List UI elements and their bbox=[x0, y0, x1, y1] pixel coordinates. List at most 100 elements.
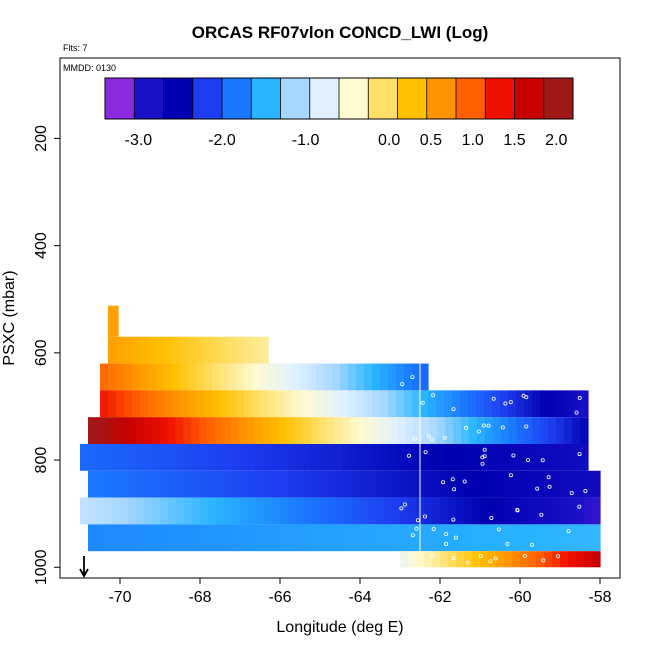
heat-cell bbox=[191, 417, 200, 444]
x-tick-label: -66 bbox=[268, 589, 291, 606]
heat-cell bbox=[284, 390, 293, 418]
heat-cell bbox=[104, 524, 113, 552]
heat-cell bbox=[252, 363, 261, 391]
heat-cell bbox=[316, 363, 325, 391]
heat-cell bbox=[216, 524, 225, 552]
heat-cell bbox=[310, 443, 319, 471]
heat-cell bbox=[500, 417, 510, 444]
heat-cell bbox=[320, 524, 329, 552]
heat-cell bbox=[152, 470, 161, 498]
heat-cell bbox=[389, 417, 399, 444]
heat-cell bbox=[167, 443, 176, 471]
heat-cell bbox=[248, 497, 257, 525]
heat-cell bbox=[207, 417, 216, 444]
obs-point bbox=[539, 512, 544, 517]
heat-cell bbox=[340, 390, 349, 418]
heat-cell bbox=[88, 497, 97, 525]
heat-cell bbox=[468, 417, 478, 444]
colorbar-tick-label: -1.0 bbox=[292, 132, 320, 149]
heat-cell bbox=[424, 497, 433, 525]
heat-cell bbox=[200, 470, 209, 498]
heat-cell bbox=[484, 417, 494, 444]
heat-cell bbox=[520, 497, 529, 525]
heat-cell bbox=[576, 470, 585, 498]
heat-cell bbox=[320, 470, 329, 498]
heat-cell bbox=[453, 443, 462, 471]
heat-cell bbox=[332, 390, 341, 418]
heat-cell bbox=[80, 497, 89, 525]
obs-point bbox=[410, 375, 415, 380]
heat-cell bbox=[464, 497, 473, 525]
heat-cell bbox=[592, 551, 601, 568]
heat-cell bbox=[364, 363, 373, 391]
heat-cell bbox=[232, 470, 241, 498]
heat-cell bbox=[124, 390, 133, 418]
heat-cell bbox=[496, 551, 505, 568]
heat-cell bbox=[256, 470, 265, 498]
heat-cell bbox=[512, 551, 521, 568]
heat-cell bbox=[344, 497, 353, 525]
obs-point bbox=[452, 487, 457, 492]
heat-cell bbox=[216, 470, 225, 498]
heat-cell bbox=[296, 524, 305, 552]
heat-cell bbox=[456, 524, 465, 552]
heat-cell bbox=[108, 336, 117, 364]
heat-cell bbox=[316, 390, 325, 418]
heat-cell bbox=[381, 417, 391, 444]
heat-cell bbox=[484, 443, 494, 471]
heat-cell bbox=[504, 470, 513, 498]
heat-cell bbox=[480, 524, 489, 552]
heat-cell bbox=[148, 390, 157, 418]
heat-cell bbox=[175, 417, 184, 444]
obs-point bbox=[503, 401, 508, 406]
heat-cell bbox=[556, 443, 565, 471]
heat-cell bbox=[246, 443, 256, 471]
heat-cell bbox=[212, 363, 221, 391]
heat-cell bbox=[560, 470, 569, 498]
heat-cell bbox=[208, 524, 217, 552]
heat-cell bbox=[288, 497, 297, 525]
heat-cell bbox=[308, 390, 317, 418]
heat-cell bbox=[456, 497, 465, 525]
obs-point bbox=[577, 395, 582, 400]
heat-cell bbox=[184, 470, 193, 498]
heat-cell bbox=[384, 497, 393, 525]
heat-cell bbox=[464, 524, 473, 552]
obs-point bbox=[569, 490, 574, 495]
heat-cell bbox=[412, 363, 421, 391]
heat-cell bbox=[108, 363, 117, 391]
heat-cell bbox=[352, 497, 361, 525]
heat-cell bbox=[214, 443, 224, 471]
heat-cell bbox=[96, 524, 105, 552]
heat-cell bbox=[376, 524, 385, 552]
heat-cell bbox=[524, 390, 533, 418]
observation-points bbox=[399, 363, 588, 565]
heat-cell bbox=[392, 470, 401, 498]
obs-point bbox=[489, 516, 494, 521]
colorbar-tick-label: -3.0 bbox=[125, 132, 153, 149]
heat-cell bbox=[580, 390, 589, 418]
heat-cell bbox=[440, 497, 449, 525]
colorbar-swatch bbox=[251, 78, 281, 119]
heat-cell bbox=[252, 390, 261, 418]
heat-cell bbox=[365, 417, 375, 444]
heat-cell bbox=[164, 390, 173, 418]
heat-cell bbox=[168, 497, 177, 525]
heat-cell bbox=[408, 497, 417, 525]
heat-cell bbox=[326, 417, 335, 444]
heat-cell bbox=[220, 390, 229, 418]
heat-cell bbox=[352, 524, 361, 552]
heat-cell bbox=[448, 470, 457, 498]
heat-cell bbox=[532, 417, 541, 444]
heat-cell bbox=[416, 551, 425, 568]
heat-cell bbox=[156, 363, 165, 391]
heat-cell bbox=[340, 363, 349, 391]
heat-cell bbox=[464, 551, 473, 568]
heat-cell bbox=[528, 524, 537, 552]
obs-point bbox=[465, 560, 470, 565]
heat-cell bbox=[214, 417, 224, 444]
x-tick-label: -64 bbox=[348, 589, 371, 606]
heat-cell bbox=[196, 390, 205, 418]
heat-cell bbox=[424, 524, 433, 552]
